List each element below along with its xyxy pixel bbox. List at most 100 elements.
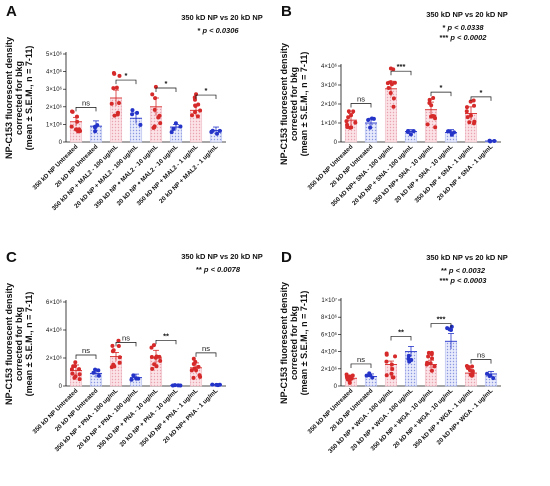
y-tick-label: 4×10⁶ <box>46 327 63 334</box>
y-axis-label-line: (mean ± S.E.M., n = 7-11) <box>299 291 309 396</box>
data-point <box>347 380 352 385</box>
data-point <box>217 382 222 387</box>
annotation-stars: ** <box>441 266 449 275</box>
data-point <box>198 374 203 379</box>
data-point <box>348 125 353 130</box>
data-point <box>353 120 358 125</box>
comparison-bracket <box>470 359 492 364</box>
comparison-bracket <box>390 336 412 341</box>
data-point <box>351 109 356 114</box>
data-point <box>384 373 389 378</box>
data-point <box>491 376 496 381</box>
data-point <box>109 101 114 106</box>
data-point <box>173 121 178 126</box>
data-point <box>69 367 74 372</box>
data-point <box>411 129 416 134</box>
data-point <box>110 343 115 348</box>
comparison-label: *** <box>397 62 406 71</box>
data-point <box>428 361 433 366</box>
annotation-stars: *** <box>440 276 451 285</box>
y-tick-label: 4×10⁶ <box>321 349 338 356</box>
data-point <box>116 100 121 105</box>
y-tick-label: 1×10⁶ <box>46 121 63 128</box>
comparison-label: ** <box>163 331 169 340</box>
data-point <box>93 125 98 130</box>
data-point <box>176 383 181 388</box>
data-point <box>191 356 196 361</box>
y-tick-label: 0 <box>334 140 338 146</box>
data-point <box>425 122 430 127</box>
comparison-bracket <box>350 103 372 108</box>
comparison-bracket <box>390 70 412 76</box>
data-point <box>77 377 82 382</box>
data-point <box>384 352 389 357</box>
y-axis-label-line: corrected for bkg <box>289 67 299 141</box>
data-point <box>425 360 430 365</box>
comparison-bracket <box>155 87 177 92</box>
comparison-bracket <box>470 96 492 101</box>
data-point <box>149 354 154 359</box>
comparison-label: * <box>440 83 443 92</box>
data-point <box>467 120 472 125</box>
data-point <box>117 355 122 360</box>
data-point <box>93 367 98 372</box>
data-point <box>114 85 119 90</box>
panel-d: D NP-C153 fluorescent densitycorrected fo… <box>279 249 508 455</box>
data-point <box>427 97 432 102</box>
annotation-p: p < 0.0078 <box>203 265 241 274</box>
data-point <box>152 362 157 367</box>
data-point <box>210 128 215 133</box>
data-point <box>215 131 220 136</box>
data-point <box>433 125 438 130</box>
data-point <box>130 108 135 113</box>
data-point <box>152 124 157 129</box>
annotation-line: *** p < 0.0003 <box>440 276 488 285</box>
y-axis-label-line: NP-C153 fluorescent density <box>279 43 289 165</box>
y-tick-label: 2×10⁶ <box>46 355 63 362</box>
y-tick-label: 3×10⁶ <box>321 82 338 89</box>
comparison-label: * <box>480 88 483 97</box>
comparison-label: * <box>205 86 208 95</box>
data-point <box>406 353 411 358</box>
data-point <box>446 129 451 134</box>
data-point <box>407 359 412 364</box>
annotation-line: * p < 0.0306 <box>197 26 239 35</box>
data-point <box>391 67 396 72</box>
panel-label: C <box>6 249 17 266</box>
comparison-bracket <box>430 91 452 97</box>
data-point <box>192 366 197 371</box>
y-axis-label-line: NP-C153 fluorescent density <box>4 283 14 405</box>
data-point <box>346 115 351 120</box>
data-point <box>153 96 158 101</box>
data-point <box>190 113 195 118</box>
y-tick-label: 2×10⁶ <box>46 104 63 111</box>
y-tick-label: 5×10⁶ <box>46 51 63 58</box>
data-point <box>469 373 474 378</box>
data-point <box>189 368 194 373</box>
data-point <box>445 326 450 331</box>
comparison-bracket <box>430 323 452 328</box>
data-point <box>117 73 122 78</box>
data-point <box>210 382 215 387</box>
panel-label: B <box>281 3 292 20</box>
data-point <box>196 364 201 369</box>
data-point <box>390 367 395 372</box>
bar <box>404 351 418 387</box>
data-point <box>426 354 431 359</box>
data-point <box>193 359 198 364</box>
data-point <box>73 360 78 365</box>
data-point <box>388 91 393 96</box>
data-point <box>193 103 198 108</box>
data-point <box>150 366 155 371</box>
annotation-p: p < 0.0306 <box>201 26 239 35</box>
data-point <box>74 127 79 132</box>
data-point <box>368 373 373 378</box>
data-point <box>389 371 394 376</box>
y-axis-label-line: (mean ± S.E.M., n = 7-11) <box>24 292 34 397</box>
y-axis-label-line: NP-C153 fluorescent density <box>4 37 14 159</box>
y-axis-label: NP-C153 fluorescent densitycorrected for… <box>279 282 309 404</box>
comparison-label: ns <box>122 333 130 342</box>
data-point <box>429 350 434 355</box>
data-point <box>366 118 371 123</box>
